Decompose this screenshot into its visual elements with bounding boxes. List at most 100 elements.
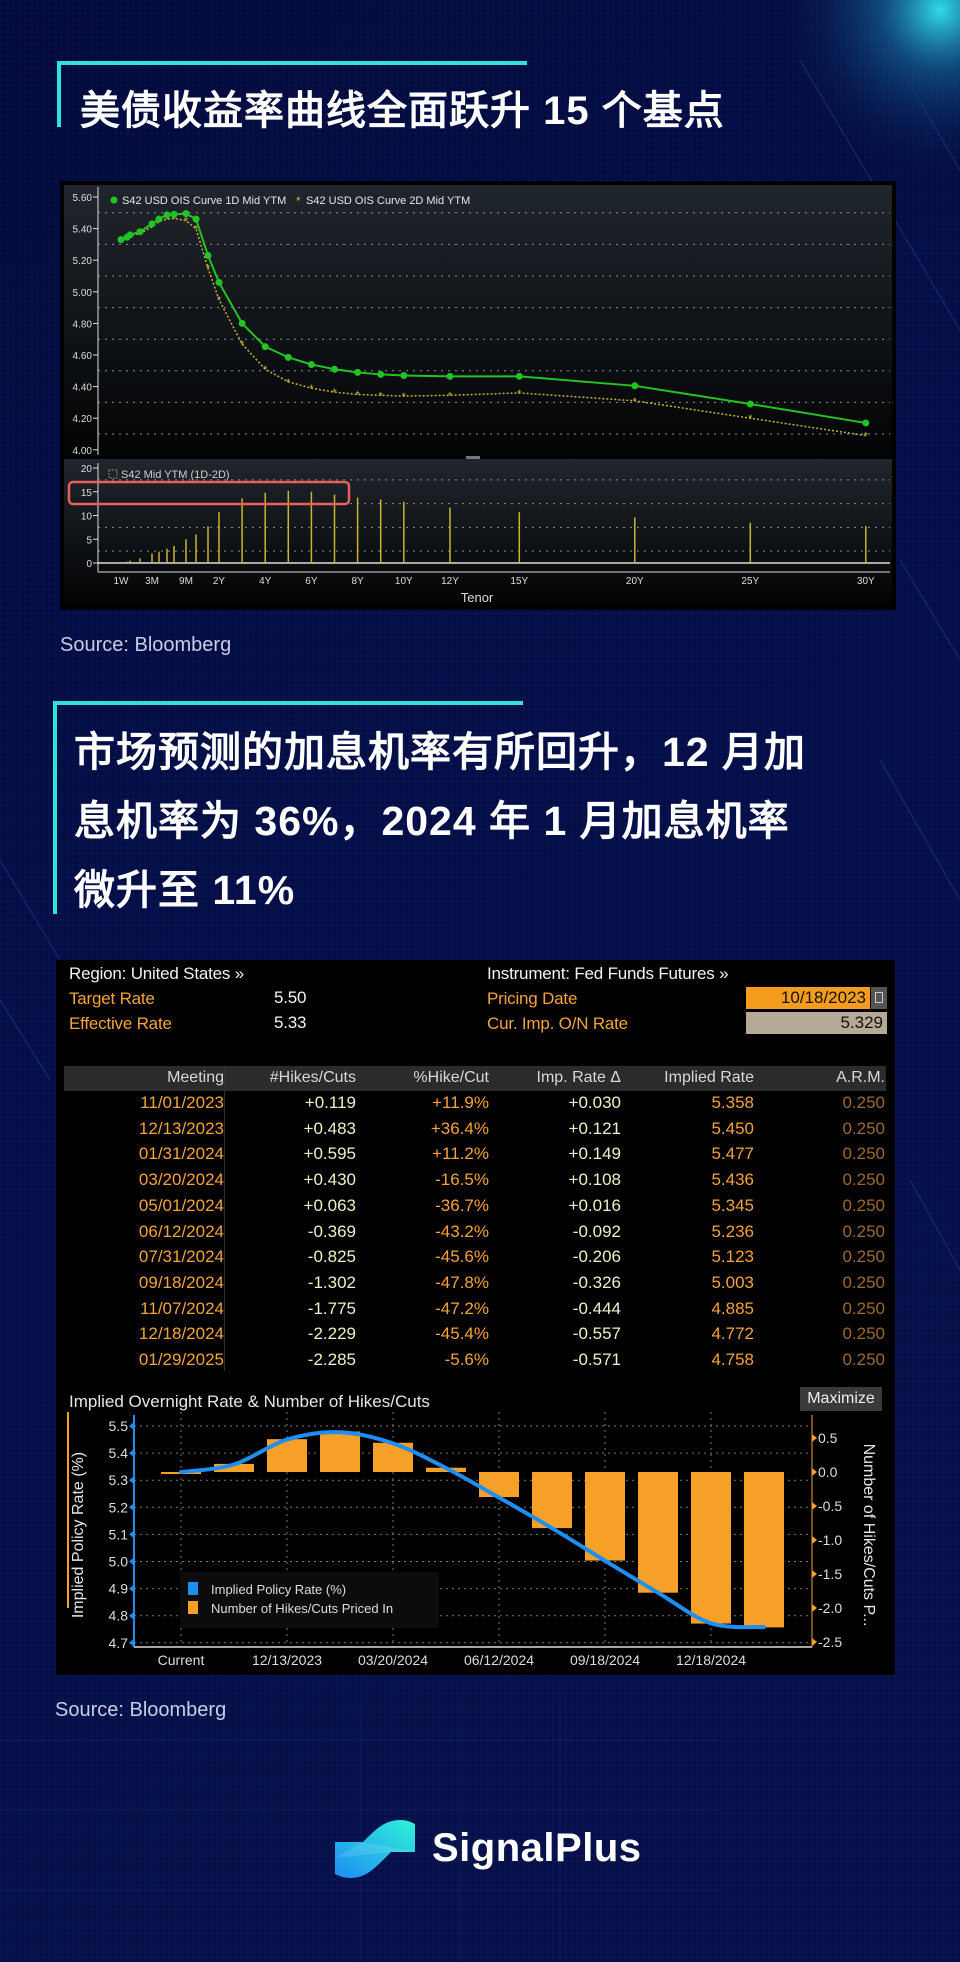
series-2d-point: * [172,213,177,225]
table-cell: -0.825 [307,1247,356,1267]
table-cell: -2.229 [307,1324,356,1344]
column-header[interactable]: #Hikes/Cuts [269,1069,356,1086]
table-cell: 4.885 [711,1298,754,1318]
y2-tick-label: 15 [81,488,93,499]
y2-tick-label: 0.0 [818,1464,838,1480]
instrument-selector[interactable]: Instrument: Fed Funds Futures » [487,964,729,983]
y-tick-label: 4.8 [109,1608,129,1624]
maximize-button[interactable]: Maximize [800,1387,882,1411]
table-cell: 0.250 [842,1247,885,1267]
x-tick-label: 30Y [857,576,875,587]
table-cell: -45.4% [435,1324,489,1344]
y-tick-arrow [129,1638,134,1647]
table-cell: +0.430 [303,1170,356,1190]
table-cell: +0.595 [303,1144,356,1164]
table-cell: 06/12/2024 [138,1221,224,1241]
table-cell: -5.6% [444,1350,489,1369]
legend-1d: S42 USD OIS Curve 1D Mid YTM [110,195,286,207]
x-tick-label: 4Y [259,576,272,587]
y2-tick-arrow [812,1468,817,1476]
y-tick-label: 5.2 [109,1499,129,1515]
table-cell: -43.2% [435,1221,489,1241]
table-cell: -36.7% [435,1195,489,1215]
panel-resize-handle[interactable] [466,456,480,459]
table-cell: -0.206 [572,1247,621,1267]
table-cell: -47.2% [435,1298,489,1318]
table-cell: 0.250 [842,1195,885,1215]
y-tick-arrow [129,1503,134,1512]
legend-1d-label: S42 USD OIS Curve 1D Mid YTM [122,195,286,207]
brand-name: SignalPlus [432,1826,642,1870]
highlight-box [67,480,351,506]
table-cell: -47.8% [435,1272,489,1292]
y2-tick-arrow [812,1638,817,1646]
table-cell: 01/29/2025 [138,1350,224,1369]
column-header[interactable]: %Hike/Cut [413,1069,489,1086]
on-rate-label: Cur. Imp. O/N Rate [487,1014,628,1033]
source-label-2: Source: Bloomberg [55,1699,227,1721]
series-1d-point [307,360,315,368]
legend-2d-label: S42 USD OIS Curve 2D Mid YTM [306,195,470,207]
legend: Implied Policy Rate (%) Number of Hikes/… [180,1572,439,1628]
target-rate-label: Target Rate [69,989,155,1008]
series-1d-point [192,215,200,223]
table-cell: 0.250 [842,1093,885,1112]
table-cell: 0.250 [842,1170,885,1190]
series-2d-point: * [309,383,314,395]
table-cell: 0.250 [842,1350,885,1369]
signalplus-logo-icon [335,1820,415,1878]
table-cell: 05/01/2024 [138,1195,224,1215]
series-1d-point [331,365,338,373]
series-1d-point [170,210,178,218]
table-cell: 5.358 [711,1093,754,1112]
y-tick-label: 4.9 [109,1581,129,1597]
legend-rate-label: Implied Policy Rate (%) [211,1582,346,1597]
series-1d-point [163,211,171,219]
y2-tick-label: 5 [86,535,92,546]
target-rate-value: 5.50 [274,988,307,1007]
y-tick-label: 4.60 [73,351,93,362]
series-2d-point: * [240,339,245,351]
y2-tick-label: -2.0 [818,1600,842,1616]
series-1d-point [182,210,190,218]
table-cell: +11.2% [432,1144,489,1164]
x-axis-title: Tenor [461,590,494,605]
series-1d-point [126,231,134,239]
y2-axis-title: Number of Hikes/Cuts P... [860,1444,877,1627]
table-cell: 5.450 [711,1118,754,1138]
y2-tick-label: 10 [81,512,93,523]
column-header[interactable]: A.R.M. [836,1069,885,1086]
region-selector[interactable]: Region: United States » [69,964,244,983]
legend-2d: * S42 USD OIS Curve 2D Mid YTM [296,194,470,208]
x-tick-label: 12Y [441,576,459,587]
y-tick-arrow [129,1557,134,1566]
y-tick-arrow [129,1584,134,1593]
x-tick-label: 09/18/2024 [570,1652,640,1668]
table-cell: 12/13/2023 [138,1118,224,1138]
column-header[interactable]: Meeting [167,1069,224,1086]
table-cell: 5.236 [711,1221,754,1241]
table-cell: 4.758 [711,1350,754,1369]
series-2d-point: * [286,377,291,389]
pricing-date-input[interactable]: 10/18/2023 [746,987,870,1009]
column-header[interactable]: Imp. Rate Δ [536,1069,622,1086]
table-cell: 5.477 [711,1144,754,1164]
legend-rate-swatch [188,1582,198,1595]
hikes-bar [214,1463,254,1472]
table-cell: +0.149 [568,1144,621,1164]
section2-title: 市场预测的加息机率有所回升，12 月加 息机率为 36%，2024 年 1 月加… [74,718,806,925]
yield-curve-chart: 5.60 5.40 5.20 5.00 4.80 4.60 4.40 4.20 4.00 20 15… [60,181,896,610]
title2-accent-line [53,701,523,705]
table-cell: +11.9% [432,1093,489,1112]
series-1d-point [284,353,292,361]
column-header[interactable]: Implied Rate [664,1069,754,1086]
y-tick-label: 5.40 [73,225,93,236]
series-2d-point: * [402,391,407,403]
calendar-icon[interactable] [871,987,887,1009]
series-2d-point: * [184,216,189,228]
series-2d-point: * [355,390,360,402]
y-tick-arrow [129,1611,134,1620]
y2-tick-label: -0.5 [818,1498,842,1514]
x-tick-label: 03/20/2024 [358,1652,428,1668]
series-1d-point [400,372,408,380]
